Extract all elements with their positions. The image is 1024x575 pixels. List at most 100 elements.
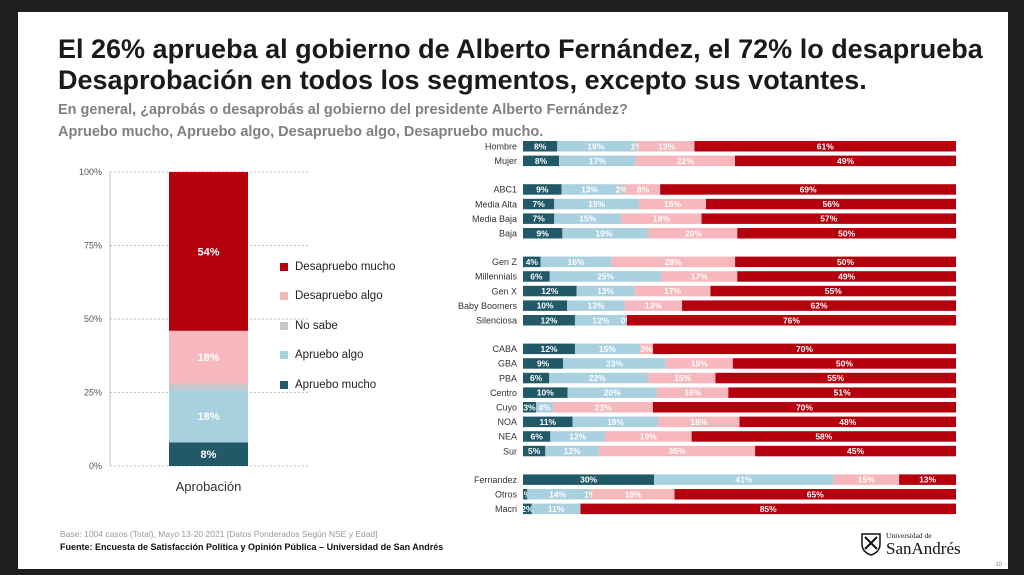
data-label-apruebo-algo: 41% [735,475,752,485]
data-label-apruebo-mucho: 8% [534,141,547,151]
bar-segment-desapruebo-mucho [626,315,956,326]
bar-segment-desapruebo-algo [656,387,729,398]
legend-swatch [280,351,288,360]
data-label-apruebo-algo: 16% [568,257,585,267]
data-label-desapruebo-algo: 16% [684,388,701,398]
data-label-apruebo-mucho: 30% [580,475,597,485]
data-label-desapruebo-algo: 15% [664,199,681,209]
data-label-desapruebo-algo: 13% [658,141,675,151]
data-label-desapruebo-mucho: 58% [815,432,832,442]
data-label-apruebo-algo: 13% [587,301,604,311]
data-label-desapruebo-mucho: 48% [839,417,856,427]
row-label-media-baja: Media Baja [472,214,517,224]
bar-segment-apruebo-algo [527,489,588,500]
bar-segment-desapruebo-algo [833,474,900,485]
university-crest-icon [861,533,881,557]
data-label-desapruebo-algo: 8% [637,185,650,195]
bar-segment-no-sabe [634,141,639,152]
data-label-apruebo-algo: 12% [569,432,586,442]
bar-segment-apruebo-algo [562,228,646,239]
bar-segment-apruebo-algo [561,184,618,195]
data-label-desapruebo-algo: 20% [685,228,702,238]
data-label-apruebo-mucho: 3% [523,402,536,412]
bar-segment-desapruebo-algo [553,402,653,413]
slide-title-line-1: El 26% aprueba al gobierno de Alberto Fe… [58,34,983,64]
data-label-apruebo-mucho: 6% [530,272,543,282]
bar-segment-desapruebo-mucho [694,141,956,152]
logo-name-text: SanAndrés [886,538,961,558]
bar-segment-desapruebo-algo [638,141,695,152]
bar-segment-desapruebo-mucho [899,474,956,485]
bar-segment-desapruebo-algo [634,285,711,297]
data-label-apruebo-mucho: 6% [530,373,543,383]
data-label-desapruebo-mucho: 61% [817,141,834,151]
data-label-desapruebo-algo: 35% [668,446,685,456]
bar-segment-desapruebo-algo [621,213,702,224]
data-label-desapruebo-mucho: 55% [827,373,844,383]
row-label-sur: Sur [503,446,517,456]
bar-segment-desapruebo-mucho [691,431,956,442]
data-label-desapruebo-algo: 18% [690,417,707,427]
data-label-desapruebo-mucho: 50% [837,257,854,267]
bar-segment-desapruebo-mucho [728,387,956,398]
data-label-desapruebo-algo: 23% [595,402,612,412]
legend-label: Apruebo algo [295,349,364,362]
data-label-desapruebo-algo: 18% [197,352,219,364]
legend-label: Apruebo mucho [295,378,377,391]
bar-segment-desapruebo-mucho [755,445,956,457]
bar-segment-desapruebo-algo [649,228,738,239]
bar-segment-desapruebo-mucho [734,155,956,167]
data-label-desapruebo-algo: 15% [858,475,875,485]
bar-segment-apruebo-mucho [523,141,558,152]
data-label-apruebo-algo: 15% [579,214,596,224]
row-label-gba: GBA [498,359,517,369]
data-label-apruebo-algo: 18% [587,141,604,151]
data-label-desapruebo-algo: 3% [640,344,653,354]
data-label-apruebo-mucho: 7% [532,199,545,209]
data-label-apruebo-algo: 18% [197,411,219,423]
bar-segment-desapruebo-mucho [737,271,956,282]
row-label-centro: Centro [490,388,517,398]
data-label-apruebo-algo: 14% [549,489,566,499]
bar-segment-desapruebo-mucho [710,285,956,297]
data-label-apruebo-algo: 13% [597,286,614,296]
data-label-desapruebo-mucho: 50% [838,228,855,238]
legend-item-desapruebo-algo: Desapruebo algo [280,282,395,312]
bar-segment-apruebo-algo [563,358,666,369]
data-label-desapruebo-mucho: 56% [823,199,840,209]
bar-segment-apruebo-mucho [523,445,546,457]
bar-segment-apruebo-algo [545,445,599,457]
data-label-desapruebo-mucho: 55% [825,286,842,296]
data-label-apruebo-algo: 12% [564,446,581,456]
row-label-hombre: Hombre [485,142,517,152]
page-number: 10 [995,562,1002,568]
legend-swatch [280,380,288,389]
bar-segment-apruebo-algo [549,372,646,384]
data-label-desapruebo-algo: 18% [653,214,670,224]
data-label-apruebo-algo: 20% [604,388,621,398]
row-label-macri: Macri [495,504,517,514]
row-label-pba: PBA [499,373,517,383]
data-label-apruebo-algo: 19% [588,199,605,209]
data-label-desapruebo-mucho: 50% [836,359,853,369]
bar-segment-apruebo-mucho [523,474,655,485]
data-label-desapruebo-mucho: 57% [820,214,837,224]
data-label-apruebo-mucho: 5% [528,446,541,456]
bar-segment-desapruebo-mucho [732,358,956,369]
bar-segment-apruebo-mucho [523,358,564,369]
legend-item-apruebo-mucho: Apruebo mucho [280,370,395,400]
data-label-desapruebo-algo: 19% [625,489,642,499]
data-label-desapruebo-algo: 17% [664,286,681,296]
row-label-noa: NOA [497,417,517,427]
data-label-desapruebo-mucho: 45% [847,446,864,456]
answer-options-text: Apruebo mucho, Apruebo algo, Desapruebo … [58,124,544,140]
bar-segment-apruebo-algo [549,271,662,282]
bar-segment-apruebo-algo [559,155,636,167]
bar-segment-apruebo-algo [574,315,627,326]
row-label-baby-boomers: Baby Boomers [458,301,518,311]
data-label-apruebo-algo: 19% [607,417,624,427]
data-label-desapruebo-mucho: 70% [796,402,813,412]
legend-item-apruebo-algo: Apruebo algo [280,341,395,371]
y-tick-label: 50% [84,314,102,324]
bar-segment-desapruebo-algo [649,372,716,384]
